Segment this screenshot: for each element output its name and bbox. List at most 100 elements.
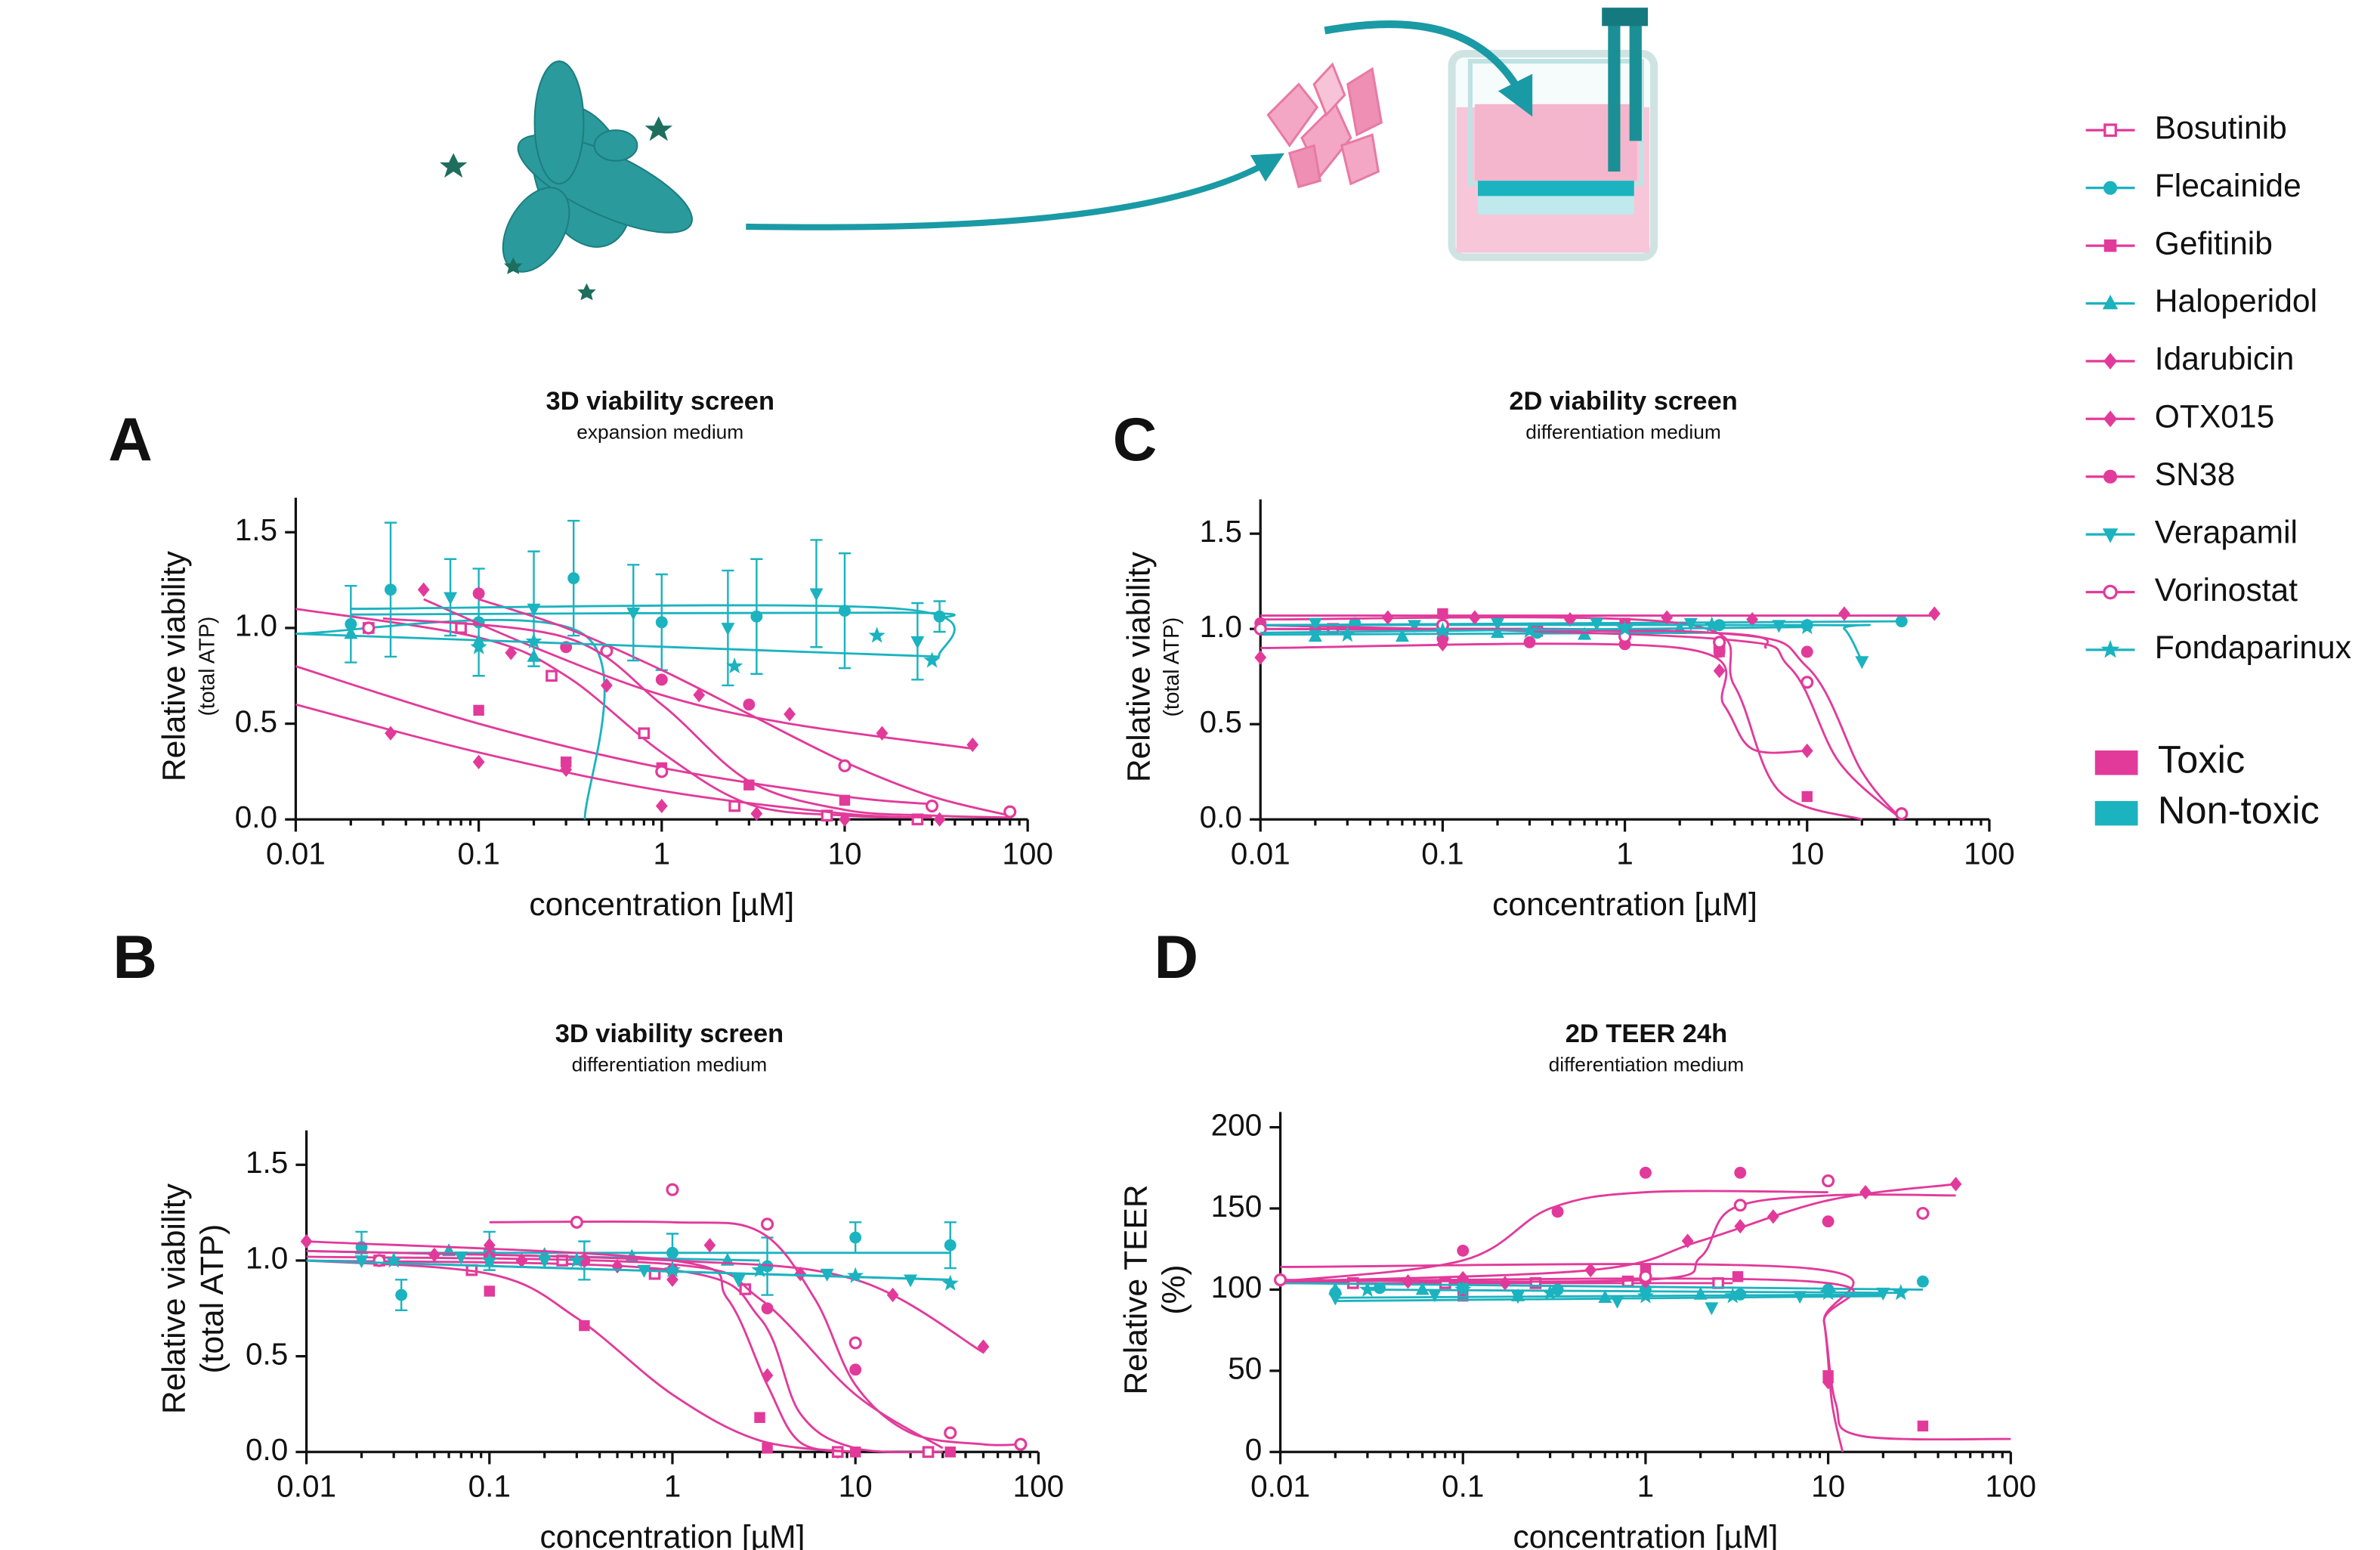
chart-subtitle: differentiation medium: [1525, 421, 1721, 444]
process-arrow: [746, 153, 1285, 230]
series: [1254, 617, 1908, 821]
data-point: [809, 588, 824, 602]
fit-curve: [295, 665, 932, 806]
data-point: [1895, 807, 1909, 821]
data-point: [385, 1251, 403, 1268]
data-point: [666, 1246, 678, 1259]
panel: B 3D viability screen differentiation medi…: [113, 924, 1064, 1550]
fit-curve: [1280, 1263, 2011, 1441]
data-point: [820, 1268, 834, 1282]
y-tick-label: 0.5: [1200, 704, 1242, 739]
x-tick-label: 0.1: [468, 1469, 511, 1504]
y-tick-label: 1.5: [1200, 514, 1242, 549]
data-point: [568, 1251, 586, 1268]
y-axis-label-sub: (total ATP): [1160, 617, 1184, 717]
series: [1254, 631, 1813, 759]
organoid-illustration: [439, 60, 693, 301]
chart-subtitle: differentiation medium: [1549, 1053, 1745, 1076]
series: [295, 703, 946, 827]
fit-curve: [1260, 642, 1807, 754]
data-point: [1917, 1420, 1929, 1432]
series: [306, 1238, 990, 1354]
data-point: [1523, 636, 1536, 648]
data-point: [1661, 610, 1674, 625]
data-point: [838, 759, 852, 772]
plots: A 3D viability screen expansion medium Rela…: [108, 387, 2036, 1550]
fit-curve: [295, 618, 606, 820]
data-point: [2103, 181, 2118, 195]
legend-label: Verapamil: [2155, 514, 2298, 550]
data-point: [527, 603, 541, 617]
data-point: [537, 1255, 552, 1269]
x-tick-label: 0.01: [1250, 1469, 1310, 1504]
data-point: [1916, 1275, 1929, 1288]
y-axis-label-sub: (total ATP): [194, 1224, 230, 1374]
data-point: [1610, 1295, 1624, 1309]
data-point: [1003, 805, 1017, 818]
data-point: [1395, 629, 1409, 642]
fit-curve: [295, 633, 940, 658]
data-point: [925, 799, 939, 813]
y-axis-label: Relative TEER: [1117, 1184, 1154, 1394]
fit-curve: [423, 598, 973, 750]
data-point: [1822, 1375, 1834, 1390]
data-point: [300, 1233, 313, 1249]
data-point: [1551, 1205, 1564, 1218]
x-tick-label: 1: [1637, 1469, 1655, 1504]
data-point: [1855, 656, 1869, 670]
y-tick-label: 150: [1211, 1189, 1263, 1224]
legend-label: OTX015: [2155, 399, 2274, 435]
panel-label: C: [1113, 406, 1158, 474]
x-tick-label: 10: [1811, 1469, 1845, 1504]
data-point: [472, 587, 485, 600]
fit-curve: [295, 703, 932, 819]
data-point: [1274, 1273, 1287, 1287]
x-tick-label: 10: [827, 837, 861, 871]
y-tick-label: 1.5: [235, 512, 277, 547]
data-point: [839, 794, 851, 806]
series: [1280, 1166, 1834, 1283]
data-point: [1705, 1302, 1719, 1316]
series: [1274, 1219, 2011, 1441]
y-axis-label-sub: (%): [1156, 1264, 1192, 1314]
data-point: [1491, 625, 1504, 639]
fit-curve: [478, 598, 1011, 817]
fit-curve: [1280, 1190, 1828, 1283]
chart-subtitle: expansion medium: [576, 421, 743, 444]
data-point: [1772, 620, 1786, 633]
data-point: [454, 1251, 468, 1265]
data-point: [444, 592, 458, 605]
data-point: [2103, 352, 2118, 370]
data-point: [726, 657, 743, 674]
data-point: [751, 1261, 768, 1278]
legend-label: Vorinostat: [2155, 572, 2298, 608]
fit-curve: [1280, 1277, 1855, 1453]
y-tick-label: 0.5: [235, 704, 277, 738]
chart-title: 2D viability screen: [1509, 387, 1737, 416]
data-point: [922, 1446, 935, 1459]
data-point: [1590, 617, 1604, 631]
series: [355, 1221, 957, 1312]
series: [295, 618, 606, 820]
data-point: [944, 1426, 957, 1440]
data-point: [750, 806, 763, 821]
transwell-illustration: [1324, 8, 1658, 261]
data-point: [761, 1302, 774, 1315]
x-tick-label: 1: [1616, 837, 1634, 871]
data-point: [1713, 636, 1726, 649]
x-axis-label: concentration [µM]: [529, 886, 794, 923]
series: [1260, 608, 1862, 821]
data-point: [1454, 1280, 1472, 1297]
data-point: [1637, 1287, 1655, 1304]
data-point: [1254, 650, 1267, 665]
series: [306, 1259, 956, 1458]
y-tick-label: 1.0: [235, 608, 277, 643]
fit-curve: [306, 1240, 856, 1453]
data-point: [754, 1412, 765, 1423]
data-point: [761, 1368, 774, 1383]
series: [1274, 1174, 1956, 1287]
data-point: [626, 607, 641, 620]
fit-curve: [489, 1220, 1021, 1446]
